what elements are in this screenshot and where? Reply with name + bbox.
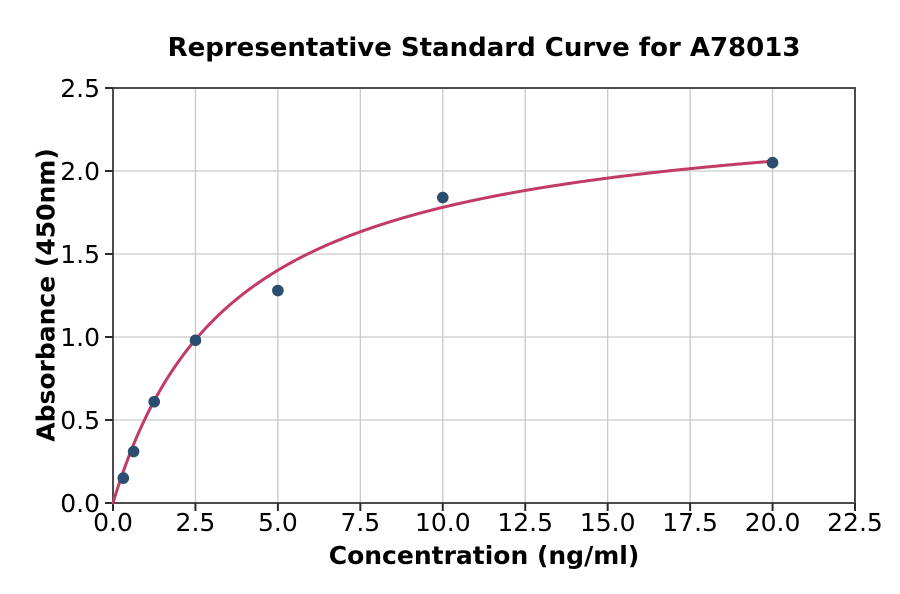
y-tick-label: 0.0: [60, 489, 100, 518]
y-tick-label: 2.5: [60, 74, 100, 103]
x-tick-label: 17.5: [662, 508, 718, 537]
x-tick-label: 5.0: [258, 508, 298, 537]
data-point: [189, 334, 202, 347]
x-tick-label: 22.5: [827, 508, 883, 537]
data-point: [148, 395, 161, 408]
x-tick-label: 7.5: [340, 508, 380, 537]
fit-curve: [111, 159, 775, 505]
data-point: [272, 284, 284, 297]
chart-title: Representative Standard Curve for A78013: [167, 33, 801, 63]
data-point: [117, 472, 130, 484]
y-tick-label: 2.0: [60, 157, 100, 186]
data-point: [766, 156, 779, 169]
x-tick-label: 2.5: [176, 508, 216, 537]
data-point: [127, 445, 140, 458]
x-tick-label: 10.0: [415, 508, 471, 537]
x-tick-label: 0.0: [93, 508, 133, 537]
plot-border: [112, 87, 856, 504]
x-axis-label: Concentration (ng/ml): [328, 541, 640, 570]
x-tick-label: 12.5: [497, 508, 553, 537]
y-tick-label: 1.5: [60, 240, 100, 269]
x-tick-label: 20.0: [745, 508, 801, 537]
y-tick-label: 0.5: [60, 406, 100, 435]
data-point: [436, 191, 449, 204]
y-tick-label: 1.0: [60, 323, 100, 352]
x-tick-label: 15.0: [580, 508, 636, 537]
